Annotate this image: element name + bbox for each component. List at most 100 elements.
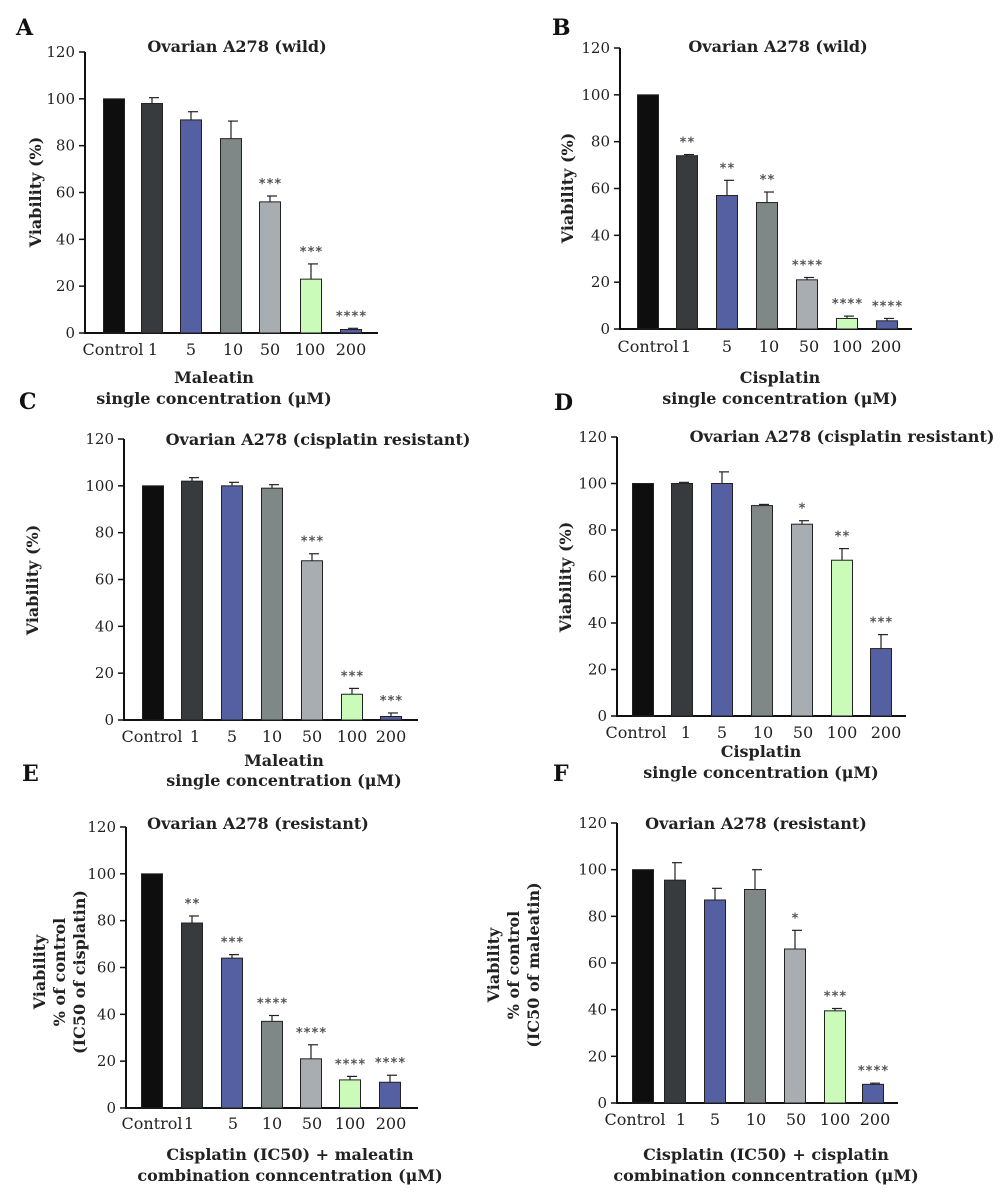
significance-stars: ** [679,136,695,151]
y-tick-label: 120 [581,39,610,57]
x-tick-label: 10 [746,1110,766,1129]
y-axis-label: Viability% of control(IC50 of maleatin) [484,882,543,1047]
bar-50 [259,201,281,334]
significance-stars: ** [759,173,775,188]
chart-title: Ovarian A278 (cisplatin resistant) [166,430,471,449]
significance-stars: **** [295,1026,326,1041]
x-tick-label: 1 [681,337,691,356]
x-tick-label: 5 [227,727,237,746]
y-tick-label: 40 [591,226,610,244]
panel-letter: B [552,15,571,41]
y-tick-label: 0 [597,707,607,725]
bar-10 [220,138,242,334]
y-axis-label: Viability% of control(IC50 of cisplatin) [30,890,89,1054]
x-tick-label: 1 [190,727,200,746]
x-tick-label: 50 [260,340,280,359]
y-tick-label: 60 [591,180,610,198]
x-tick-label: Control [82,340,143,359]
y-tick-label: 0 [104,711,114,729]
y-tick-label: 100 [578,861,607,879]
y-tick-label: 0 [600,320,610,338]
bar-200 [340,328,362,334]
x-tick-label: 50 [799,337,819,356]
significance-stars: ** [184,897,200,912]
y-tick-label: 40 [588,1001,607,1019]
significance-stars: **** [335,309,366,324]
y-tick-label: 60 [588,568,607,586]
panel-letter: A [15,15,34,41]
panel-d: D Ovarian A278 (cisplatin resistant) 0 20 40… [554,390,994,782]
bar-5 [716,195,738,330]
significance-stars: **** [831,297,862,312]
bar-control [103,98,125,334]
x-axis-label: single concentration (μM) [643,763,878,782]
y-tick-label: 20 [588,661,607,679]
x-tick-label: 100 [820,1110,851,1129]
significance-stars: * [798,502,806,517]
x-tick-label: 100 [295,340,326,359]
y-tick-label: 120 [46,43,75,61]
bar-1 [664,879,686,1104]
x-tick-label: Control [121,1114,182,1133]
bar-100 [300,278,322,334]
bar-control [142,485,164,721]
significance-stars: **** [334,1057,365,1072]
panel-b: B Ovarian A278 (wild) 0 20 40 60 80 100 120 Viabi… [552,15,912,408]
bar-100 [836,317,858,330]
x-tick-label: 100 [337,727,368,746]
panel-letter: C [19,389,37,415]
significance-stars: *** [299,245,323,260]
bar-100 [339,1079,361,1109]
bar-10 [744,889,766,1104]
chart-title: Ovarian A278 (cisplatin resistant) [690,427,995,446]
bar-control [632,483,654,717]
y-tick-label: 80 [588,521,607,539]
y-axis-label: Viability (%) [558,133,577,245]
x-tick-label: Control [604,1110,665,1129]
y-tick-label: 100 [46,90,75,108]
bar-200 [870,648,892,717]
y-tick-label: 20 [591,273,610,291]
significance-stars: ** [719,161,735,176]
y-tick-label: 120 [87,818,116,836]
significance-stars: ** [834,530,850,545]
y-axis-label: Viability (%) [556,522,575,634]
x-tick-label: Control [605,723,666,742]
x-tick-label: Control [121,727,182,746]
y-tick-label: 60 [95,571,114,589]
y-tick-label: 120 [85,430,114,448]
x-axis-label: Cisplatin (IC50) + cisplatin [643,1145,889,1164]
x-tick-label: 50 [793,723,813,742]
x-axis-label: Cisplatin (IC50) + maleatin [166,1145,414,1164]
y-tick-label: 0 [597,1094,607,1112]
y-tick-label: 20 [95,664,114,682]
y-tick-label: 80 [591,133,610,151]
y-tick-label: 100 [581,86,610,104]
y-tick-label: 80 [95,524,114,542]
y-tick-label: 60 [97,959,116,977]
x-tick-label: 200 [871,337,902,356]
y-tick-label: 0 [106,1099,116,1117]
significance-stars: *** [340,669,364,684]
significance-stars: **** [791,258,822,273]
bar-200 [380,715,402,721]
x-axis-label: Cisplatin [721,742,802,761]
x-axis-label: Cisplatin [740,368,821,387]
bar-50 [301,560,323,721]
x-axis-label: single concentration (μM) [662,389,897,408]
bar-10 [756,202,778,330]
bar-1 [671,483,693,717]
y-tick-label: 120 [578,814,607,832]
bar-50 [300,1058,322,1109]
bar-100 [341,693,363,721]
y-tick-label: 20 [97,1052,116,1070]
x-tick-label: 50 [302,727,322,746]
bar-200 [876,320,898,330]
significance-stars: *** [300,535,324,550]
bar-5 [704,899,726,1104]
bar-10 [261,487,283,721]
bar-10 [261,1020,283,1109]
significance-stars: *** [220,936,244,951]
y-tick-label: 80 [588,907,607,925]
panel-letter: D [554,390,573,416]
